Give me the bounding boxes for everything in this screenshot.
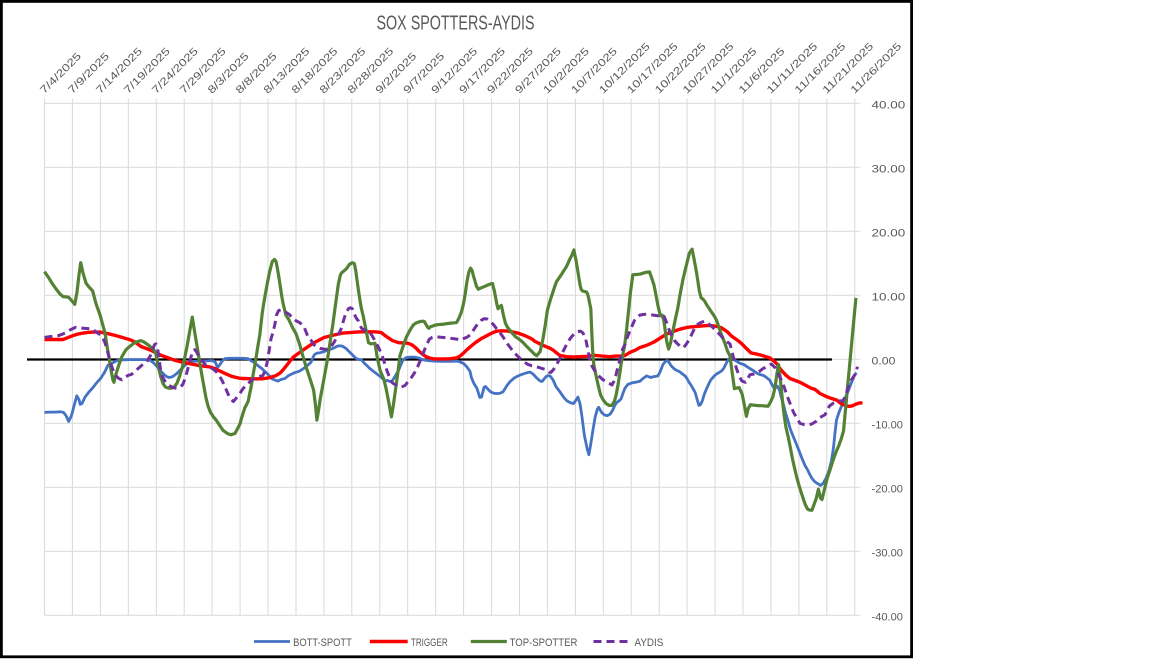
svg-text:TOP-SPOTTER: TOP-SPOTTER bbox=[510, 637, 578, 649]
svg-text:40.00: 40.00 bbox=[872, 99, 906, 111]
svg-text:-30.00: -30.00 bbox=[872, 547, 904, 559]
svg-text:-10.00: -10.00 bbox=[872, 419, 904, 431]
svg-text:0.00: 0.00 bbox=[872, 355, 896, 367]
svg-text:30.00: 30.00 bbox=[872, 163, 906, 175]
svg-text:BOTT-SPOTT: BOTT-SPOTT bbox=[293, 637, 352, 649]
svg-text:10.00: 10.00 bbox=[872, 291, 906, 303]
svg-text:20.00: 20.00 bbox=[872, 227, 906, 239]
svg-text:TRIGGER: TRIGGER bbox=[411, 637, 448, 649]
svg-text:SOX SPOTTERS-AYDIS: SOX SPOTTERS-AYDIS bbox=[377, 13, 535, 35]
svg-text:-40.00: -40.00 bbox=[872, 611, 904, 623]
svg-text:AYDIS: AYDIS bbox=[635, 637, 664, 649]
svg-text:-20.00: -20.00 bbox=[872, 483, 904, 495]
